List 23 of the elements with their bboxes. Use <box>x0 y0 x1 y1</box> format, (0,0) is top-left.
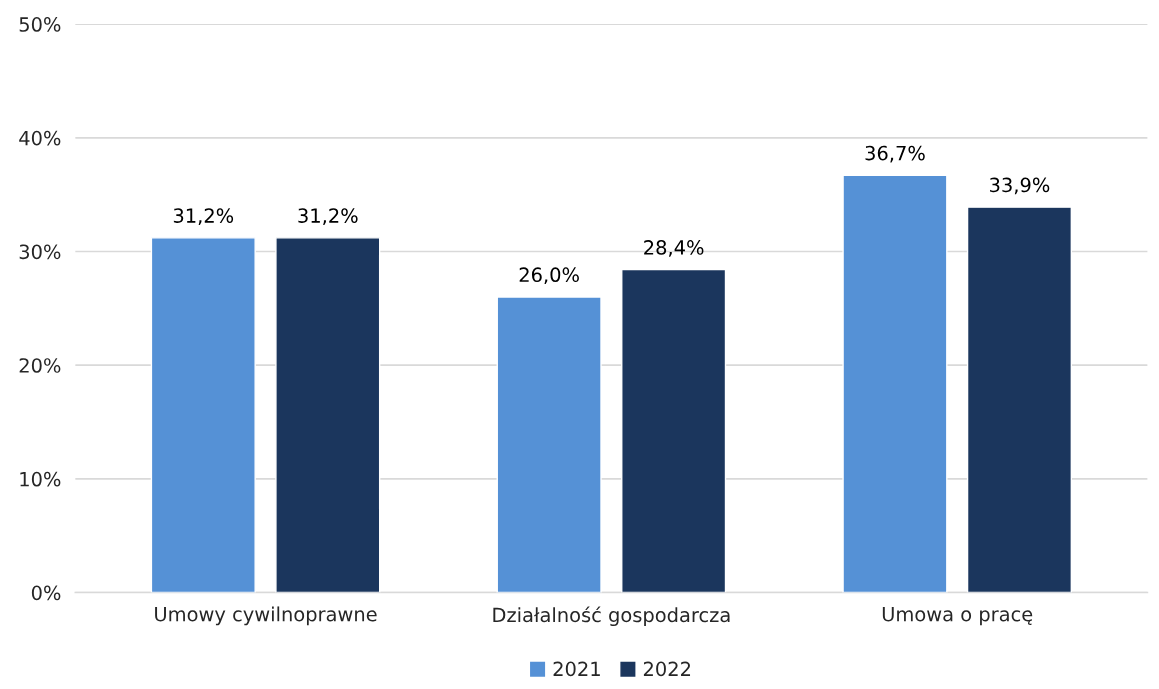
y-tick-label: 0% <box>31 585 61 601</box>
y-tick-label: 10% <box>20 471 61 487</box>
data-label: 33,9% <box>990 177 1050 195</box>
y-tick-label: 50% <box>19 17 61 32</box>
y-tick-label: 40% <box>19 130 61 146</box>
x-tick-label: Umowy cywilnoprawne <box>155 606 377 626</box>
y-tick-label: 30% <box>19 244 61 260</box>
data-label: 36,7% <box>865 145 925 163</box>
data-label: 28,4% <box>644 240 704 257</box>
y-tick-label: 20% <box>19 358 61 373</box>
data-label: 26,0% <box>519 267 579 285</box>
bar <box>150 237 256 593</box>
x-tick-label: Działalność gospodarcza <box>493 606 730 627</box>
data-label: 31,2% <box>173 208 234 225</box>
legend-label: 2021 <box>553 661 600 677</box>
bar <box>842 174 948 593</box>
bar <box>621 268 727 593</box>
data-label: 31,2% <box>298 208 358 225</box>
legend-label: 2022 <box>643 661 691 677</box>
bar <box>496 296 602 593</box>
x-tick-label: Umowa o pracę <box>882 607 1033 626</box>
bar <box>966 206 1073 593</box>
bar <box>275 237 381 593</box>
